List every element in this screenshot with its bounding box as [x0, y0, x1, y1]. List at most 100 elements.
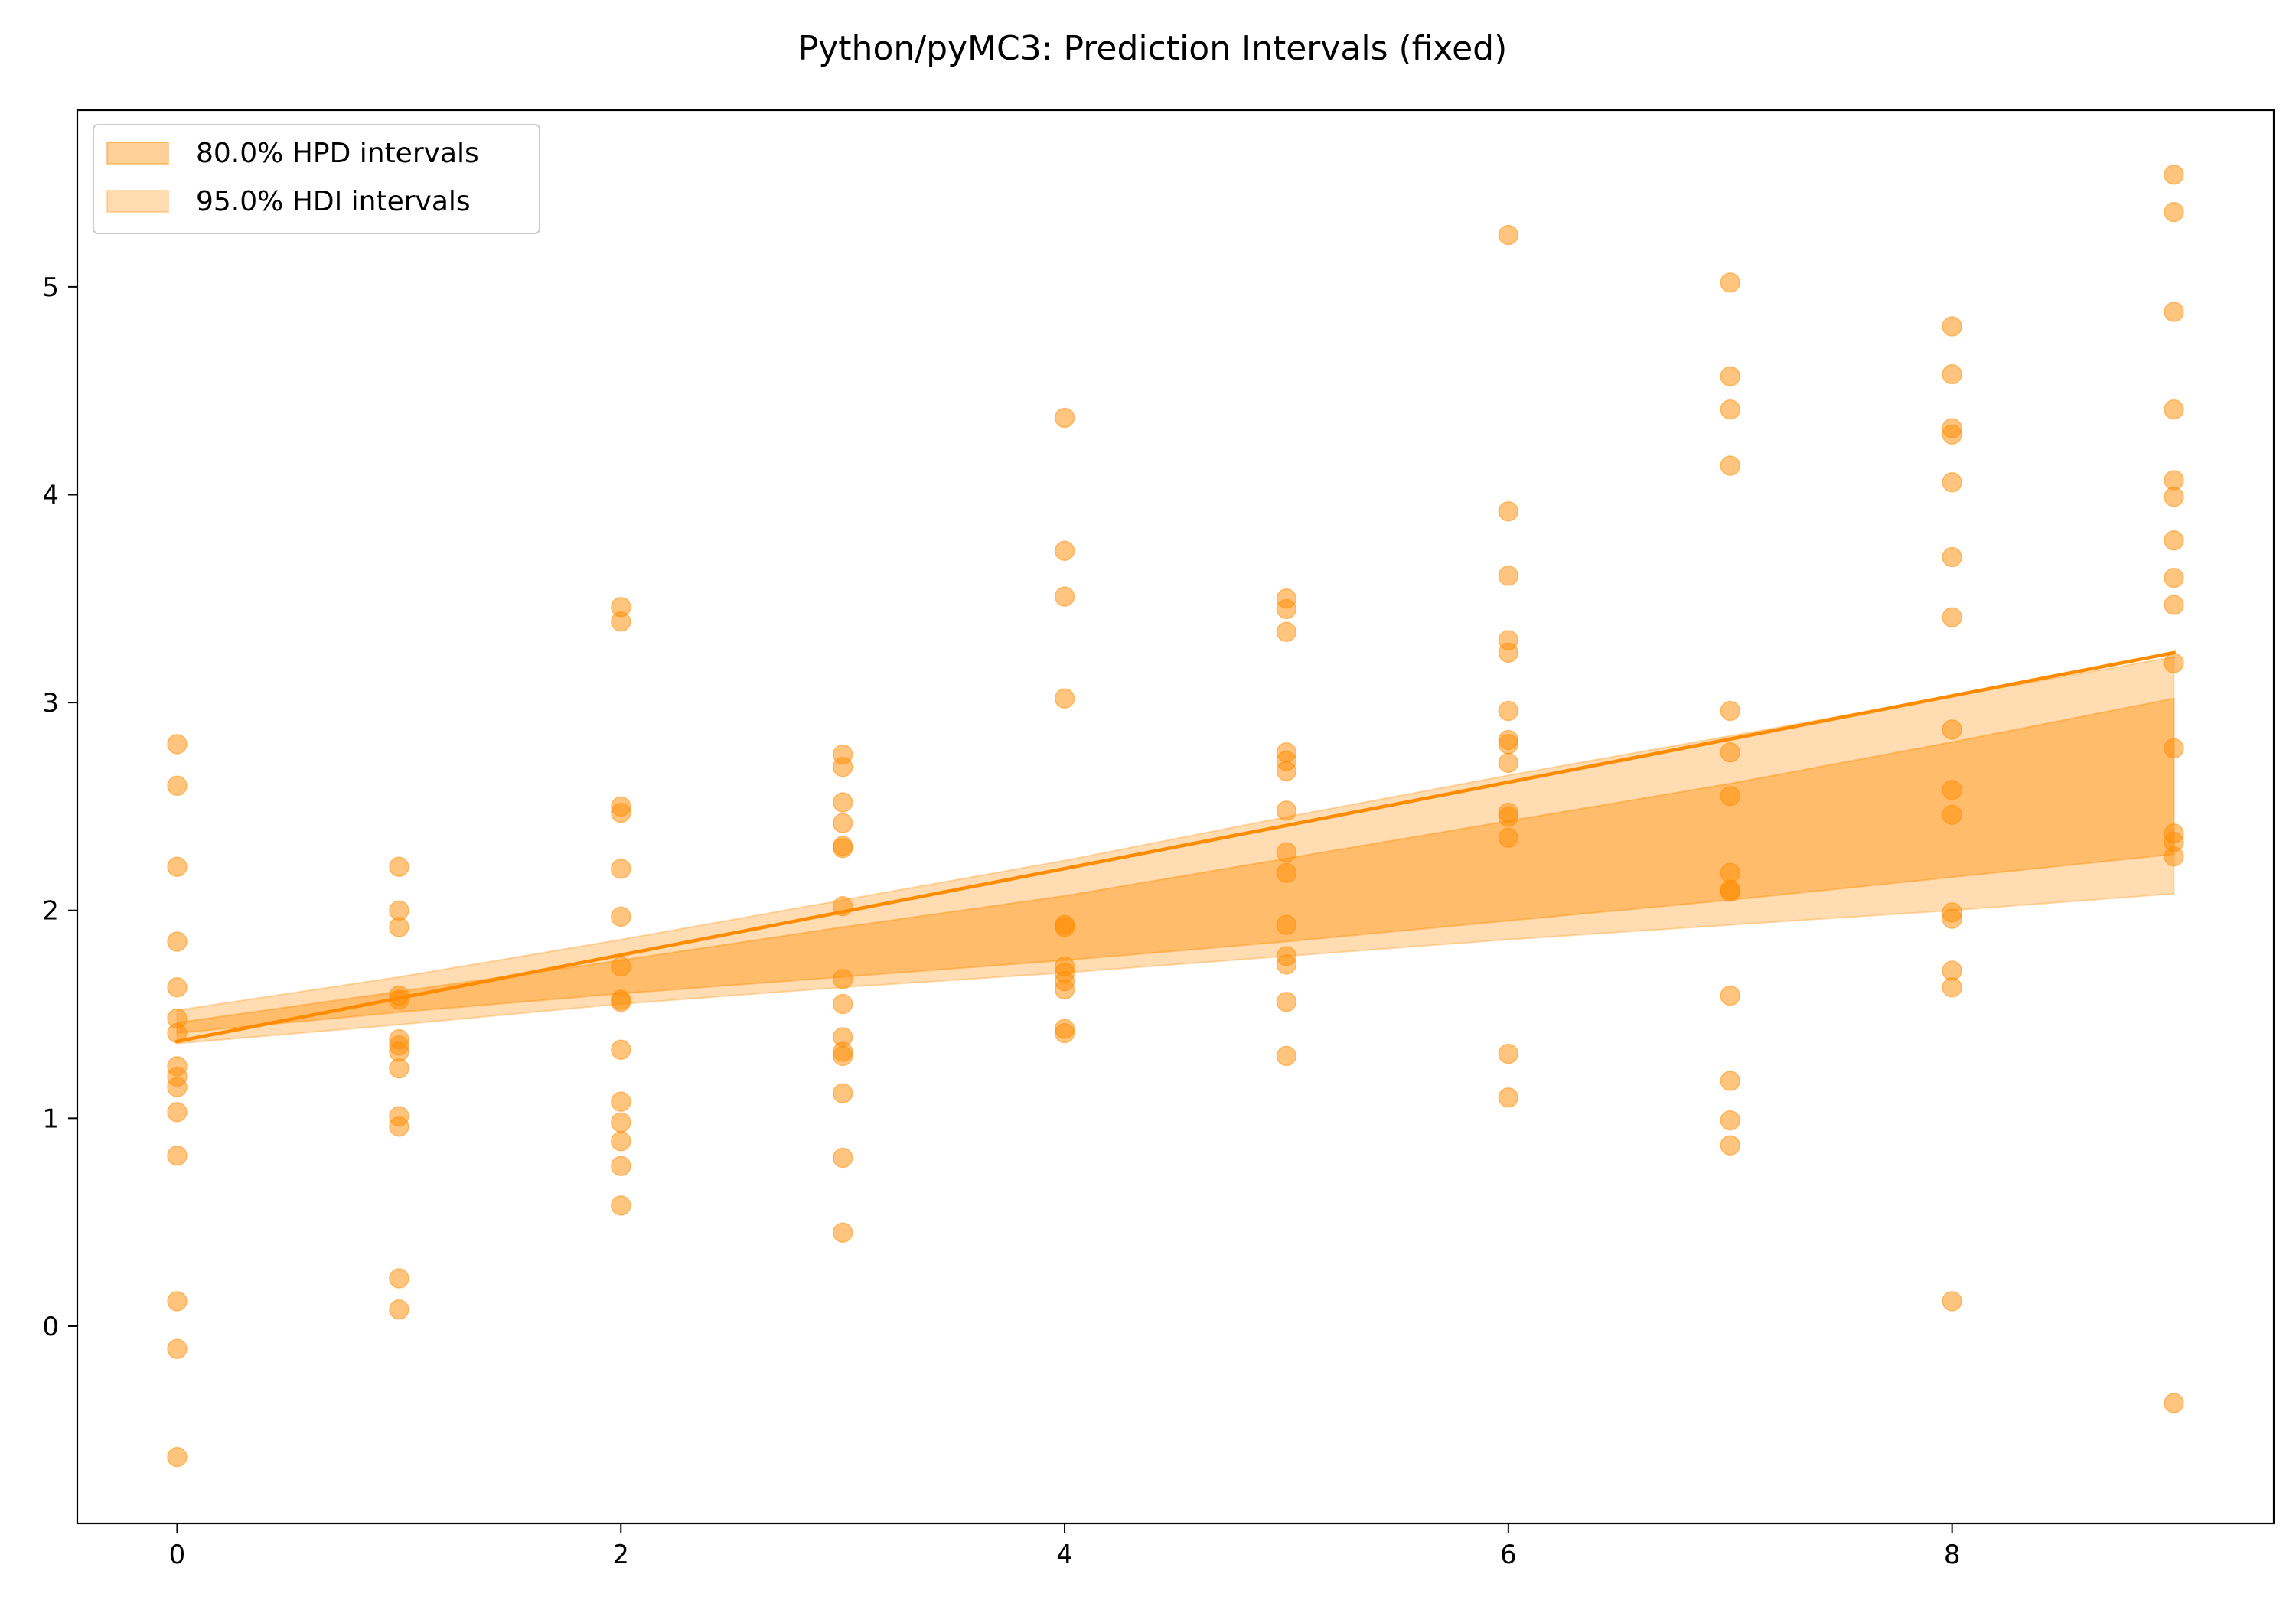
data-point	[167, 931, 188, 952]
data-point	[2164, 653, 2184, 673]
data-point	[1498, 807, 1519, 827]
data-point	[167, 1145, 188, 1166]
fit-line-layer	[174, 650, 2177, 1044]
data-point	[167, 1291, 188, 1312]
data-point	[1942, 471, 1962, 493]
legend-label-95-hdi: 95.0% HDI intervals	[196, 186, 471, 217]
data-point	[1498, 1043, 1519, 1064]
data-point	[832, 896, 853, 917]
data-point	[1942, 607, 1962, 627]
data-point	[2164, 164, 2184, 185]
data-point	[1942, 976, 1962, 998]
data-point	[1054, 1022, 1075, 1044]
data-point	[611, 956, 631, 977]
data-point	[1942, 779, 1962, 800]
data-point	[1942, 719, 1962, 740]
data-point	[1498, 1087, 1519, 1108]
data-point	[389, 1299, 409, 1320]
data-point	[167, 1101, 188, 1123]
data-point	[1276, 862, 1297, 884]
legend-box	[93, 124, 540, 234]
data-points	[167, 164, 2184, 1468]
data-point	[2164, 530, 2184, 551]
data-point	[1942, 546, 1962, 568]
data-point	[832, 1147, 853, 1169]
data-point	[1942, 424, 1962, 445]
data-point	[611, 1195, 631, 1216]
data-point	[1720, 985, 1740, 1006]
data-point	[1720, 366, 1740, 386]
data-point	[611, 1112, 631, 1133]
data-point	[167, 856, 188, 877]
data-point	[1498, 752, 1519, 774]
data-point	[1498, 224, 1519, 246]
data-point	[167, 1446, 188, 1468]
data-point	[1276, 621, 1297, 643]
data-point	[389, 856, 409, 877]
data-point	[1054, 407, 1075, 429]
data-point	[1498, 500, 1519, 522]
data-point	[1720, 1071, 1740, 1091]
data-point	[2164, 738, 2184, 759]
data-point	[2164, 302, 2184, 322]
data-point	[832, 969, 853, 989]
data-point	[2164, 595, 2184, 615]
data-point	[1720, 1135, 1740, 1156]
data-point	[1720, 786, 1740, 807]
y-tick-label: 0	[42, 1312, 59, 1342]
legend-swatch-95-hdi	[106, 190, 169, 213]
data-point	[389, 989, 409, 1010]
x-tick-label: 0	[169, 1540, 186, 1570]
data-point	[611, 1130, 631, 1152]
legend-swatch-80-hpd	[106, 142, 169, 165]
data-point	[1054, 917, 1075, 937]
band-95-hdi	[176, 656, 2175, 1045]
data-point	[1276, 1045, 1297, 1067]
mean-fit-line	[174, 650, 2177, 1044]
data-point	[832, 1222, 853, 1243]
x-tick-label: 2	[612, 1540, 629, 1570]
data-point	[1720, 399, 1740, 420]
data-point	[2164, 846, 2184, 867]
data-point	[167, 1338, 188, 1360]
data-point	[1498, 566, 1519, 586]
data-point	[1276, 991, 1297, 1012]
data-point	[167, 1022, 188, 1044]
data-point	[611, 1039, 631, 1060]
data-point	[611, 906, 631, 927]
y-tick-label: 5	[42, 272, 59, 303]
data-point	[611, 991, 631, 1012]
x-tick-label: 4	[1056, 1540, 1073, 1570]
y-tick-label: 3	[42, 688, 59, 719]
data-point	[1276, 598, 1297, 620]
data-point	[2164, 399, 2184, 420]
data-point	[1720, 272, 1740, 293]
data-point	[1720, 742, 1740, 763]
data-point	[2164, 567, 2184, 588]
data-point	[1720, 455, 1740, 476]
data-point	[1054, 688, 1075, 709]
y-tick-label: 2	[42, 896, 59, 927]
data-point	[389, 917, 409, 937]
data-point	[1942, 1291, 1962, 1312]
data-point	[2164, 486, 2184, 507]
data-point	[389, 1058, 409, 1079]
data-point	[832, 813, 853, 833]
data-point	[1054, 540, 1075, 562]
data-point	[832, 757, 853, 777]
y-tick-label: 4	[42, 480, 59, 510]
data-point	[1720, 882, 1740, 902]
legend-label-80-hpd: 80.0% HPD intervals	[196, 138, 479, 169]
data-point	[1276, 954, 1297, 975]
y-tick-label: 1	[42, 1103, 59, 1134]
data-point	[167, 1077, 188, 1097]
data-point	[1942, 908, 1962, 929]
chart-title: Python/pyMC3: Prediction Intervals (fixe…	[798, 29, 1508, 68]
data-point	[167, 976, 188, 998]
data-point	[1276, 761, 1297, 781]
data-point	[1276, 842, 1297, 862]
x-tick-label: 8	[1944, 1540, 1961, 1570]
data-point	[1498, 734, 1519, 755]
